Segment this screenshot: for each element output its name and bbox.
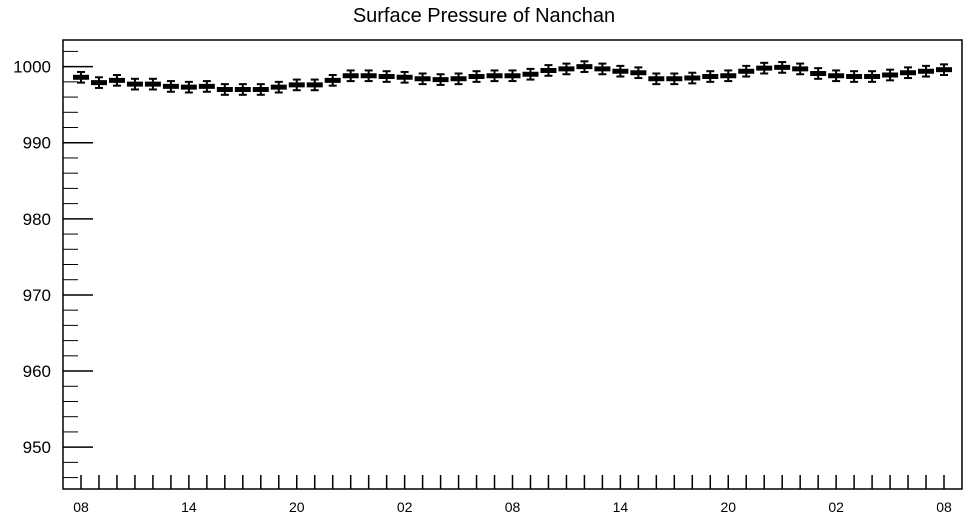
data-point [342, 69, 359, 83]
y-axis: 950 960 970 980 990 1000 [13, 50, 93, 479]
data-point [306, 78, 323, 92]
data-point [126, 77, 143, 91]
data-point [270, 80, 287, 94]
data-markers [73, 60, 952, 96]
data-point [900, 66, 917, 80]
data-point [504, 69, 521, 83]
x-tick-label: 20 [289, 499, 305, 515]
data-point [936, 63, 952, 77]
data-point [738, 64, 755, 78]
x-tick-label: 02 [397, 499, 413, 515]
data-point [612, 64, 629, 78]
y-tick-label: 1000 [13, 58, 51, 77]
data-point [90, 76, 107, 89]
data-point [756, 61, 773, 75]
data-point [558, 62, 575, 76]
data-point [648, 72, 665, 86]
data-point [810, 67, 827, 80]
data-point [468, 70, 485, 83]
data-point [882, 68, 899, 82]
data-point [288, 78, 305, 92]
data-point [540, 64, 557, 77]
data-point [846, 70, 863, 83]
data-point [162, 80, 179, 93]
data-point [108, 74, 125, 87]
y-tick-label: 980 [23, 210, 51, 229]
data-point [684, 71, 701, 85]
x-tick-label: 14 [613, 499, 629, 515]
data-point [180, 80, 197, 94]
x-tick-label: 02 [828, 499, 844, 515]
x-tick-label: 08 [505, 499, 521, 515]
data-point [792, 62, 809, 76]
data-point [702, 70, 719, 83]
data-point [918, 64, 935, 78]
data-point [234, 83, 251, 96]
data-point [252, 83, 269, 96]
data-point [198, 80, 215, 93]
x-tick-label: 14 [181, 499, 197, 515]
data-point [486, 69, 503, 83]
data-point [432, 73, 449, 86]
data-point [360, 69, 377, 83]
x-tick-label: 08 [73, 499, 89, 515]
chart-title: Surface Pressure of Nanchan [352, 5, 616, 27]
y-tick-label: 950 [23, 438, 51, 457]
data-point [324, 74, 341, 87]
data-point [414, 72, 431, 86]
data-point [144, 77, 161, 91]
data-point [594, 62, 611, 76]
data-point [216, 83, 233, 96]
data-point [666, 72, 683, 86]
x-tick-label: 08 [936, 499, 952, 515]
data-point [828, 69, 845, 83]
data-point [522, 67, 539, 81]
data-point [774, 61, 791, 74]
data-point [378, 70, 395, 83]
y-tick-label: 990 [23, 134, 51, 153]
data-point [576, 60, 593, 73]
data-point [73, 70, 89, 84]
x-tick-label: 20 [720, 499, 736, 515]
data-point [864, 70, 881, 83]
x-axis: 08 14 20 02 08 14 20 02 08 [73, 475, 952, 515]
plot-frame [62, 39, 963, 490]
y-tick-label: 970 [23, 286, 51, 305]
data-point [396, 70, 413, 84]
data-point [450, 72, 467, 86]
data-point [720, 69, 737, 83]
data-point [630, 66, 647, 80]
y-tick-label: 960 [23, 362, 51, 381]
